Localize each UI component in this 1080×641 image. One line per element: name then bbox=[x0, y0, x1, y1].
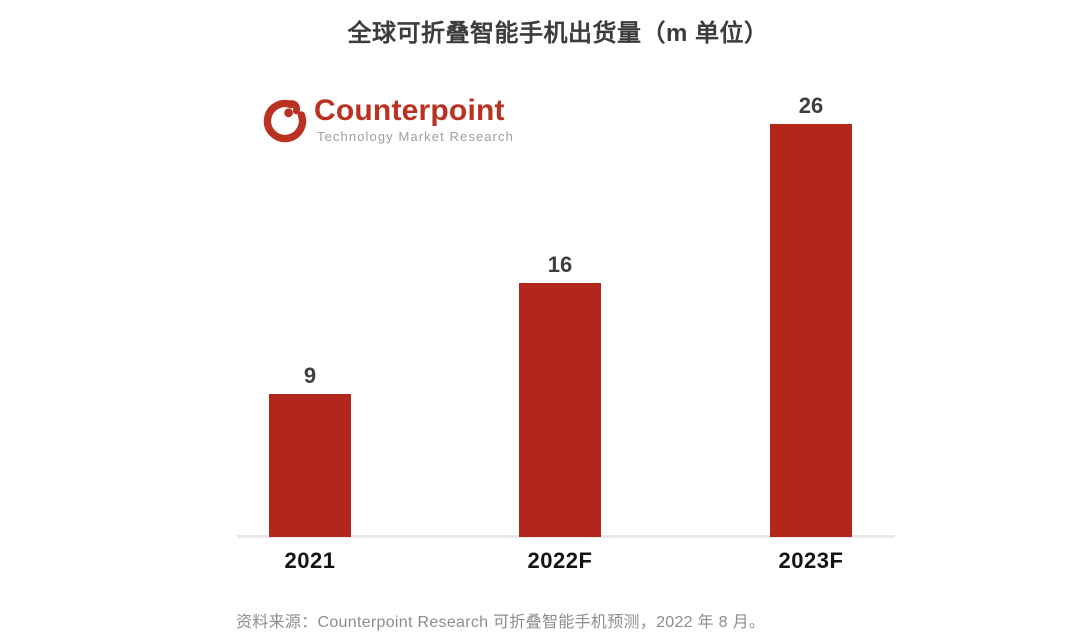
logo-text-block: Counterpoint Technology Market Research bbox=[314, 90, 514, 145]
bar-2023F bbox=[770, 124, 852, 537]
logo-wordmark: Counterpoint bbox=[314, 94, 505, 127]
source-note: 资料来源：Counterpoint Research 可折叠智能手机预测，202… bbox=[236, 614, 766, 631]
counterpoint-arc-dot-icon bbox=[263, 99, 307, 143]
x-axis-label: 2023F bbox=[778, 548, 844, 573]
x-axis-label: 2021 bbox=[284, 548, 336, 573]
bar-2022F bbox=[519, 283, 601, 537]
x-axis-label: 2022F bbox=[527, 548, 593, 573]
bar-value-label: 16 bbox=[547, 252, 573, 277]
bar-2021 bbox=[269, 394, 351, 537]
bar-value-label: 26 bbox=[798, 93, 824, 118]
chart-title: 全球可折叠智能手机出货量（m 单位） bbox=[347, 20, 769, 47]
counterpoint-logo: Counterpoint Technology Market Research bbox=[260, 90, 514, 148]
bar-value-label: 9 bbox=[303, 363, 317, 388]
logo-tagline: Technology Market Research bbox=[317, 129, 514, 144]
